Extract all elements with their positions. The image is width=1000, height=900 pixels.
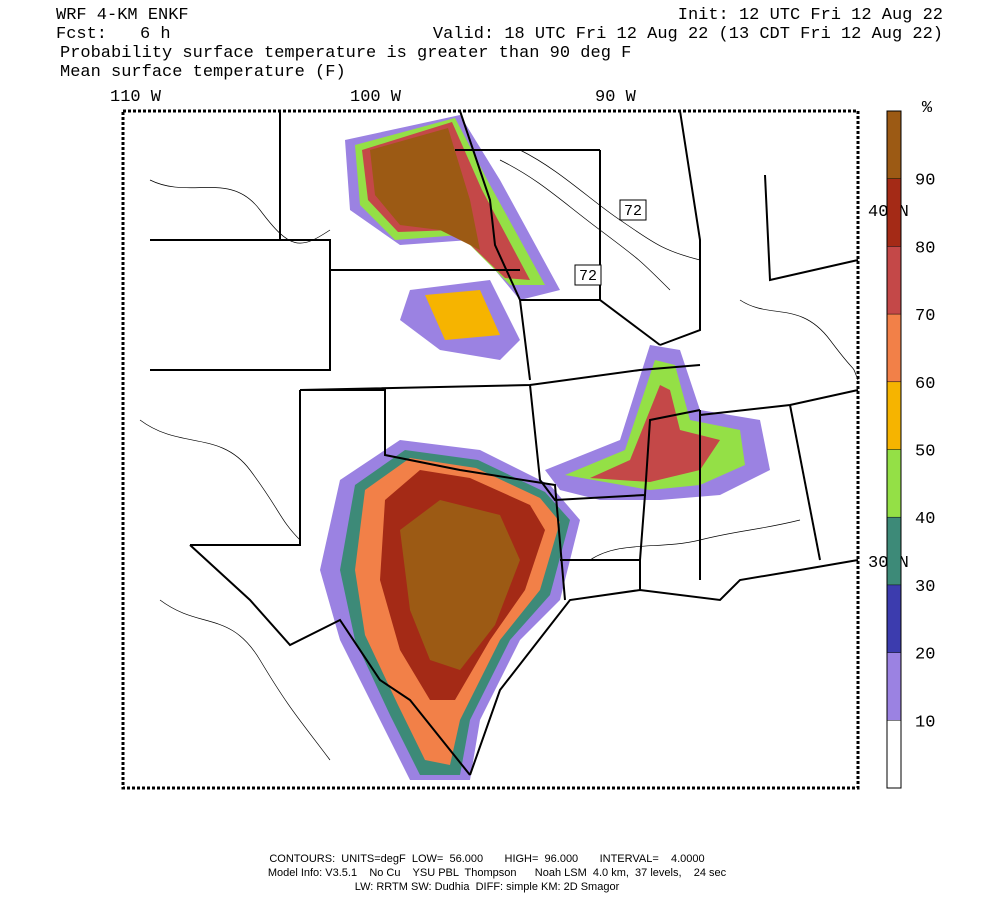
- footer-line: CONTOURS: UNITS=degF LOW= 56.000 HIGH= 9…: [269, 853, 704, 865]
- footer-line: Model Info: V3.5.1 No Cu YSU PBL Thompso…: [268, 867, 727, 879]
- field-title: Probability surface temperature is great…: [60, 44, 631, 63]
- colorbar-label: 50: [915, 443, 935, 462]
- lon-label: 90 W: [595, 88, 637, 107]
- colorbar-label: 10: [915, 713, 935, 732]
- fcst: 6 h: [140, 25, 171, 44]
- colorbar-swatch: [887, 517, 901, 585]
- temperature-contours: [139, 149, 859, 761]
- valid: Valid: 18 UTC Fri 12 Aug 22 (13 CDT Fri …: [433, 25, 943, 44]
- colorbar-label: 40: [915, 510, 935, 529]
- lon-label: 110 W: [110, 88, 162, 107]
- colorbar-swatch: [887, 111, 901, 179]
- colorbar-swatch: [887, 584, 901, 653]
- colorbar-label: 30: [915, 578, 935, 597]
- colorbar-label: 90: [915, 172, 935, 191]
- probability-shading: [320, 115, 770, 780]
- colorbar-swatch: [887, 178, 901, 247]
- colorbar-swatch: [887, 449, 901, 518]
- colorbar-label: 70: [915, 307, 935, 326]
- colorbar-swatch: [887, 720, 901, 788]
- contour-label: 72: [579, 268, 597, 285]
- contour-title: Mean surface temperature (F): [60, 63, 346, 82]
- borders: [150, 110, 859, 776]
- init: Init: 12 UTC Fri 12 Aug 22: [678, 6, 943, 25]
- colorbar-unit: %: [922, 99, 933, 118]
- map: 72 72: [121, 109, 860, 790]
- colorbar-label: 60: [915, 375, 935, 394]
- colorbar-swatch: [887, 314, 901, 382]
- colorbar-swatch: [887, 246, 901, 315]
- colorbar: 10 20 30 40 50 60 70 80 90: [886, 110, 935, 789]
- lon-label: 100 W: [350, 88, 402, 107]
- colorbar-swatch: [887, 381, 901, 450]
- contour-label: 72: [624, 203, 642, 220]
- colorbar-label: 20: [915, 646, 935, 665]
- colorbar-swatch: [887, 652, 901, 721]
- colorbar-label: 80: [915, 239, 935, 258]
- fcst-label: Fcst:: [56, 25, 107, 44]
- model: WRF 4-KM ENKF: [56, 6, 189, 25]
- footer-line: LW: RRTM SW: Dudhia DIFF: simple KM: 2D …: [355, 881, 620, 893]
